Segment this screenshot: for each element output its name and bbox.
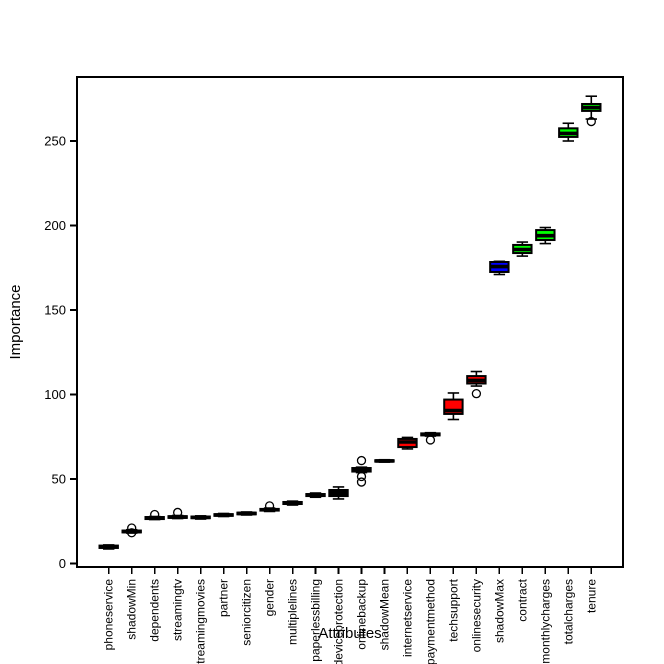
boxplot-onlinesecurity: [466, 370, 487, 399]
outlier-point: [586, 116, 596, 127]
x-category-label: shadowMax: [492, 579, 506, 643]
boxplot-shadowMax: [489, 260, 510, 276]
boxplot-streamingmovies: [190, 515, 211, 520]
x-category-label: streamingtv: [171, 579, 185, 641]
x-category-label: internetservice: [400, 579, 414, 657]
boxplot-techsupport: [443, 392, 464, 421]
outlier-point: [127, 528, 137, 538]
outlier-point: [356, 455, 367, 466]
boxplot-paperlessbilling: [305, 492, 326, 499]
boxplot-shadowMin: [121, 523, 142, 538]
boxplot-paymentmethod: [420, 431, 441, 445]
boxplot-monthlycharges: [535, 226, 556, 245]
x-category-label: paymentmethod: [423, 579, 437, 664]
x-category-label: paperlessbilling: [309, 579, 323, 662]
boxplot-phoneservice: [98, 544, 119, 550]
boxplot-gender: [259, 501, 280, 513]
x-axis: phoneservice shadowMin dependents streaming…: [102, 567, 598, 664]
outlier-point: [150, 509, 160, 520]
x-category-label: phoneservice: [102, 579, 116, 651]
x-category-label: contract: [515, 578, 529, 621]
y-tick-label: 150: [44, 303, 66, 318]
boxplot-shadowMean: [374, 458, 395, 463]
y-tick-label: 0: [59, 556, 66, 571]
x-category-label: tenure: [584, 579, 598, 613]
boxplot-contract: [512, 241, 533, 257]
boxplot-dependents: [144, 509, 165, 521]
y-axis: 0 50 100 150 200 250: [44, 134, 77, 571]
x-category-label: shadowMin: [125, 579, 139, 640]
y-axis-title: Importance: [7, 284, 24, 359]
x-category-label: multiplelines: [286, 579, 300, 645]
x-category-label: onlinesecurity: [469, 579, 483, 652]
x-category-label: dependents: [148, 579, 162, 642]
outlier-point: [425, 435, 436, 445]
boxplot-onlinebackup: [351, 455, 372, 487]
boxplot-totalcharges: [558, 122, 579, 142]
x-category-label: techsupport: [446, 578, 460, 641]
x-category-label: deviceprotection: [332, 579, 346, 664]
outlier-point: [173, 507, 183, 518]
y-tick-label: 50: [52, 472, 66, 487]
outlier-point: [264, 501, 275, 511]
boxplot-tenure: [581, 95, 602, 127]
x-category-label: partner: [217, 579, 231, 617]
x-axis-title: Attributes: [318, 625, 381, 642]
outlier-point: [471, 389, 482, 399]
outlier-point: [356, 471, 367, 482]
x-category-label: monthlycharges: [538, 579, 552, 664]
boxplot-partner: [213, 512, 234, 518]
x-category-label: gender: [263, 579, 277, 616]
outlier-point: [356, 477, 367, 487]
boxplot-multiplelines: [282, 500, 303, 506]
plot-frame: [76, 76, 624, 568]
y-tick-label: 100: [44, 387, 66, 402]
boxplot-seniorcitizen: [236, 511, 257, 516]
boxplots: [98, 95, 602, 550]
boxplot-deviceprotection: [328, 486, 349, 500]
x-category-label: shadowMean: [377, 579, 391, 650]
outlier-point: [127, 523, 137, 533]
x-category-label: streamingmovies: [194, 579, 208, 664]
boxplot-internetservice: [397, 436, 418, 450]
y-tick-label: 200: [44, 218, 66, 233]
x-category-label: onlinebackup: [354, 579, 368, 650]
y-tick-label: 250: [44, 134, 66, 149]
boxplot-streamingtv: [167, 507, 188, 520]
plot-box: [76, 76, 624, 568]
x-category-label: seniorcitizen: [240, 579, 254, 646]
x-category-label: totalcharges: [561, 579, 575, 644]
